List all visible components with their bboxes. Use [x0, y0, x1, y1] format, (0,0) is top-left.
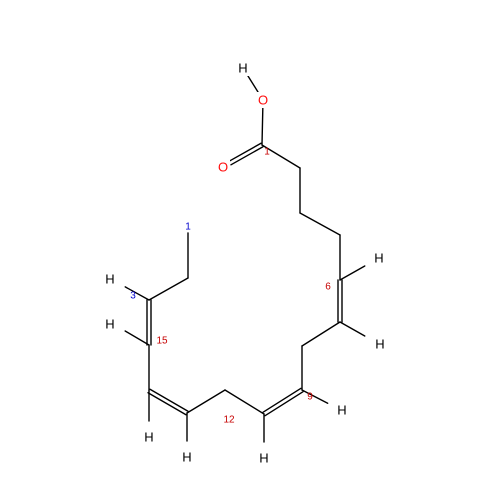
position-number: 6	[325, 282, 331, 293]
atom-label: H	[337, 403, 346, 418]
bond	[229, 143, 261, 161]
bond	[265, 392, 303, 416]
atom-label: H	[259, 451, 268, 466]
bond	[125, 287, 149, 300]
bond	[302, 390, 328, 403]
position-number: 9	[307, 392, 313, 403]
bond	[225, 390, 264, 414]
bond	[246, 73, 259, 93]
bond	[149, 278, 188, 300]
bond	[300, 213, 340, 235]
atom-label: O	[258, 93, 268, 108]
position-number: 3	[130, 291, 136, 302]
atom-label: H	[105, 272, 114, 287]
bond	[187, 390, 225, 413]
position-number: 1	[264, 147, 270, 158]
atom-label: H	[105, 317, 114, 332]
molecule-diagram: O O H H H H H H H H H 1 6 9 12 15 3 1	[0, 0, 500, 504]
bond	[340, 322, 365, 336]
bond	[231, 147, 263, 165]
bond	[302, 322, 340, 346]
position-number: 12	[223, 415, 235, 426]
atom-label: H	[375, 337, 384, 352]
atom-label: H	[144, 430, 153, 445]
position-number: 15	[156, 336, 168, 347]
atom-label: H	[238, 61, 247, 76]
position-number: 1	[185, 222, 191, 233]
bond	[148, 393, 186, 415]
bond	[340, 266, 365, 280]
atom-label: H	[374, 251, 383, 266]
bond	[262, 108, 263, 145]
atom-label: O	[218, 160, 228, 175]
bond	[263, 388, 301, 412]
bond	[125, 331, 149, 345]
atom-label: H	[182, 450, 191, 465]
bond	[150, 389, 188, 411]
